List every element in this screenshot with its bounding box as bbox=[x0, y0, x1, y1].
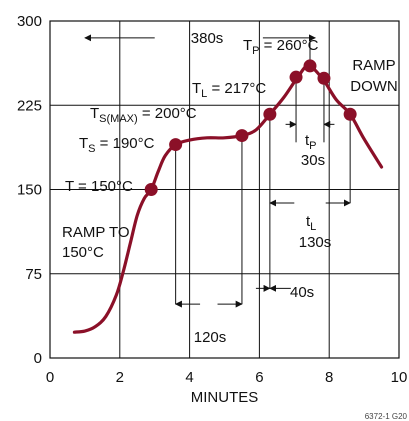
total-time-label: 380s bbox=[191, 30, 224, 47]
y-tick-label: 225 bbox=[17, 97, 42, 114]
highlighted-points bbox=[144, 59, 357, 196]
x-tick-label: 6 bbox=[255, 369, 263, 386]
ramp-to-label-line1: RAMP TO bbox=[62, 224, 130, 241]
x-tick-label: 2 bbox=[116, 369, 124, 386]
x-tick-label: 4 bbox=[185, 369, 193, 386]
one-twenty-seconds-label: 120s bbox=[194, 329, 227, 346]
y-tick-labels: 0 75 150 225 300 bbox=[17, 13, 42, 367]
data-point bbox=[235, 129, 249, 143]
data-point bbox=[263, 107, 277, 121]
x-tick-label: 10 bbox=[391, 369, 408, 386]
data-point bbox=[343, 107, 357, 121]
tl-label: TL = 217°C bbox=[192, 80, 266, 100]
y-tick-label: 150 bbox=[17, 182, 42, 199]
y-tick-label: 300 bbox=[17, 13, 42, 30]
tp-time-label: tP bbox=[305, 132, 317, 152]
ramp-down-label-line1: RAMP bbox=[352, 57, 395, 74]
data-point bbox=[169, 138, 183, 152]
x-tick-label: 0 bbox=[46, 369, 54, 386]
y-tick-label: 0 bbox=[34, 350, 42, 367]
ts-label: TS = 190°C bbox=[79, 135, 155, 155]
x-tick-labels: 0 2 4 6 8 10 bbox=[46, 369, 408, 386]
temperature-curve bbox=[72, 64, 384, 334]
ramp-to-label-line2: 150°C bbox=[62, 244, 104, 261]
tp-label: TP = 260°C bbox=[243, 37, 319, 57]
plot-frame bbox=[49, 20, 400, 359]
t150-label: T = 150°C bbox=[65, 178, 133, 195]
y-tick-label: 75 bbox=[25, 266, 42, 283]
forty-seconds-label: 40s bbox=[290, 284, 314, 301]
tsmax-label: TS(MAX) = 200°C bbox=[90, 105, 197, 125]
data-point bbox=[303, 59, 317, 73]
tp-time-value: 30s bbox=[301, 152, 325, 169]
data-point bbox=[144, 183, 158, 196]
data-point bbox=[289, 70, 303, 84]
tl-time-label: tL bbox=[306, 213, 316, 233]
tl-time-value: 130s bbox=[299, 234, 332, 251]
x-tick-label: 8 bbox=[325, 369, 333, 386]
annotation-labels: 380s TP = 260°C TL = 217°C TS(MAX) = 200… bbox=[62, 30, 398, 346]
x-axis-label: MINUTES bbox=[191, 389, 259, 406]
figure-id: 6372-1 G20 bbox=[365, 412, 408, 421]
dimension-lines bbox=[84, 34, 351, 308]
ramp-down-label-line2: DOWN bbox=[350, 78, 398, 95]
data-point bbox=[317, 71, 331, 85]
